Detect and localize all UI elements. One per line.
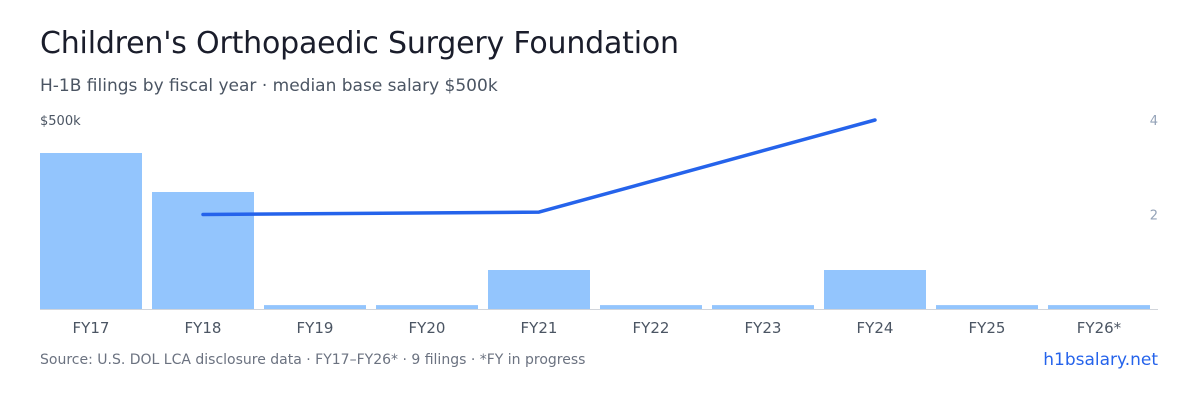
bars-group [40, 153, 1150, 309]
y-right-tick-label: 2 [1150, 209, 1158, 224]
bar-FY20 [376, 305, 478, 309]
bar-FY17 [40, 153, 142, 309]
x-tick-label: FY23 [745, 319, 782, 337]
x-tick-label: FY25 [969, 319, 1006, 337]
bar-FY18 [152, 192, 254, 309]
footer-brand-link[interactable]: h1bsalary.net [1043, 350, 1158, 370]
series-line [201, 118, 877, 217]
x-tick-label: FY21 [521, 319, 558, 337]
bar-FY19 [264, 305, 366, 309]
y-right-tick-label: 4 [1150, 114, 1158, 129]
chart-title: Children's Orthopaedic Surgery Foundatio… [40, 26, 679, 61]
bar-FY23 [712, 305, 814, 309]
bar-FY24 [824, 270, 926, 309]
x-tick-label: FY20 [409, 319, 446, 337]
footer-source: Source: U.S. DOL LCA disclosure data · F… [40, 352, 586, 368]
y-left-tick-label: $500k [40, 114, 81, 129]
x-tick-label: FY18 [185, 319, 222, 337]
y-right-tick-labels: 42 [1150, 114, 1158, 224]
bar-FY21 [488, 270, 590, 309]
x-tick-label: FY26* [1077, 319, 1122, 337]
x-tick-label: FY22 [633, 319, 670, 337]
bar-FY26* [1048, 305, 1150, 309]
x-tick-label: FY17 [73, 319, 110, 337]
chart-subtitle: H-1B filings by fiscal year · median bas… [40, 76, 498, 96]
x-tick-label: FY19 [297, 319, 334, 337]
bar-FY22 [600, 305, 702, 309]
x-tick-labels: FY17 FY18 FY19 FY20 FY21 FY22 FY23 FY24 FY25 FY26… [73, 319, 1122, 337]
bar-FY25 [936, 305, 1038, 309]
x-tick-label: FY24 [857, 319, 894, 337]
